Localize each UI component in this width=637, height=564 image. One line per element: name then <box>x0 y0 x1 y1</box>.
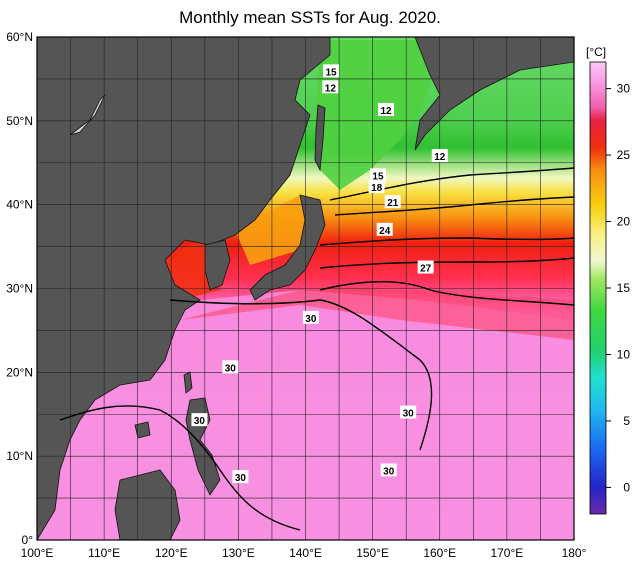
longitude-labels: 100°E 110°E 120°E 130°E 140°E 150°E 160°E 170°E… <box>21 546 587 560</box>
contour-label: 30 <box>191 413 208 427</box>
svg-text:21: 21 <box>387 198 399 209</box>
svg-text:15: 15 <box>372 171 384 182</box>
colorbar: [°C] 30 25 20 15 10 5 0 <box>586 45 631 515</box>
map-title: Monthly mean SSTs for Aug. 2020. <box>179 8 441 27</box>
latitude-tick-label: 20°N <box>6 365 33 379</box>
svg-text:12: 12 <box>434 152 446 163</box>
colorbar-tick-label: 30 <box>617 82 631 96</box>
longitude-tick-label: 150°E <box>356 546 389 560</box>
longitude-tick-label: 160°E <box>423 546 456 560</box>
colorbar-tick-label: 10 <box>617 347 631 361</box>
latitude-tick-label: 10°N <box>6 449 33 463</box>
contour-label: 30 <box>400 405 417 420</box>
contour-label: 30 <box>380 463 397 477</box>
graticule <box>37 37 574 540</box>
contour-label: 15 <box>323 64 340 78</box>
svg-text:30: 30 <box>235 473 247 484</box>
contour-label: 12 <box>431 149 448 163</box>
svg-text:18: 18 <box>371 183 383 194</box>
svg-text:30: 30 <box>225 363 237 374</box>
svg-text:30: 30 <box>305 314 317 325</box>
contour-label: 18 <box>368 180 385 194</box>
colorbar-tick-label: 15 <box>617 281 631 295</box>
contour-label: 27 <box>417 260 434 275</box>
contour-label: 30 <box>302 310 319 325</box>
contour-lines <box>59 167 574 531</box>
contour-label: 24 <box>376 222 393 237</box>
map-frame <box>36 36 575 541</box>
contour-label: 12 <box>322 80 339 94</box>
colorbar-tick-label: 5 <box>623 414 630 428</box>
contour-label: 12 <box>378 102 395 117</box>
longitude-tick-label: 110°E <box>88 546 120 560</box>
contour-label: 30 <box>222 360 239 374</box>
latitude-tick-label: 60°N <box>6 30 33 44</box>
longitude-tick-label: 120°E <box>155 546 188 560</box>
longitude-tick-label: 140°E <box>289 546 322 560</box>
latitude-labels: 60°N 50°N 40°N 30°N 20°N 10°N 0° <box>6 30 33 547</box>
latitude-tick-label: 0° <box>22 533 34 547</box>
latitude-tick-label: 50°N <box>6 114 33 128</box>
contour-label: 15 <box>369 168 386 182</box>
svg-text:30: 30 <box>403 409 415 420</box>
contour-label: 30 <box>232 470 249 484</box>
latitude-tick-label: 30°N <box>6 282 33 296</box>
longitude-tick-label: 100°E <box>21 546 54 560</box>
colorbar-unit: [°C] <box>586 45 606 59</box>
svg-text:30: 30 <box>194 416 206 427</box>
svg-text:15: 15 <box>325 67 337 78</box>
svg-text:30: 30 <box>383 466 395 477</box>
svg-text:12: 12 <box>380 106 392 117</box>
longitude-tick-label: 130°E <box>222 546 255 560</box>
longitude-tick-label: 180° <box>562 546 587 560</box>
contour-label: 21 <box>384 195 401 209</box>
colorbar-tick-label: 0 <box>623 480 630 494</box>
longitude-tick-label: 170°E <box>490 546 523 560</box>
svg-text:12: 12 <box>325 83 337 94</box>
svg-text:27: 27 <box>420 264 432 275</box>
colorbar-tick-label: 20 <box>617 215 631 229</box>
svg-text:24: 24 <box>379 226 391 237</box>
colorbar-scale <box>589 61 607 515</box>
colorbar-tick-label: 25 <box>617 148 631 162</box>
latitude-tick-label: 40°N <box>6 198 33 212</box>
